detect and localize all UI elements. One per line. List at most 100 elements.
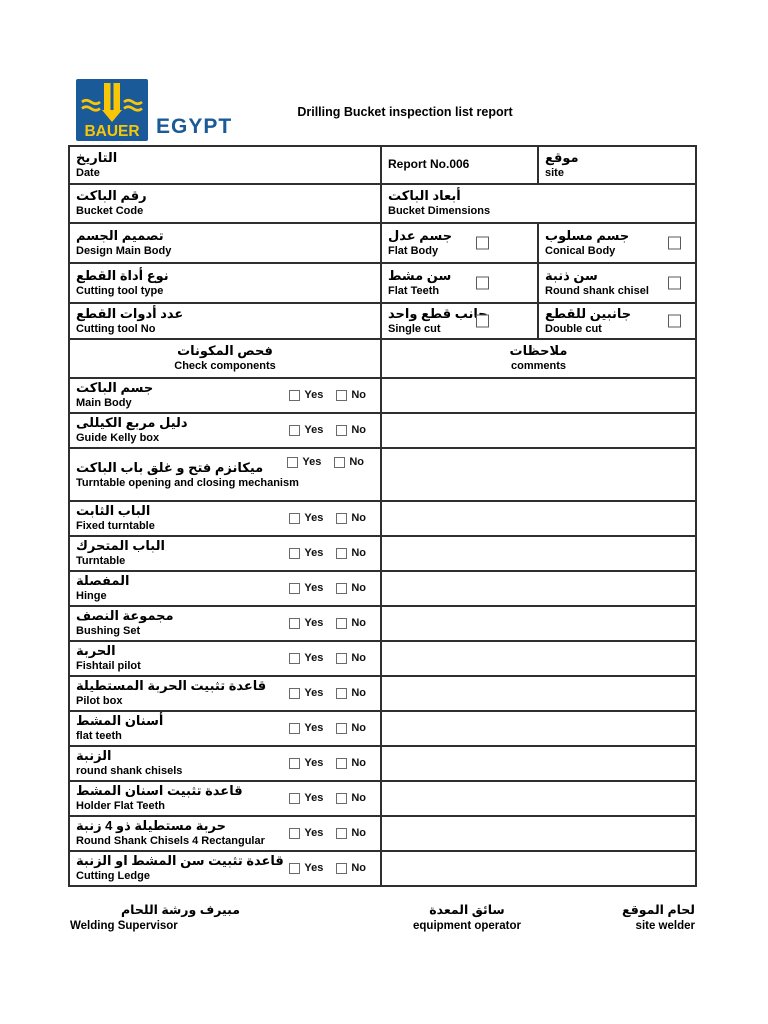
single-cut-cell: جانب قطع واحد Single cut bbox=[380, 302, 539, 340]
design-main-body-ar: تصميم الجسم bbox=[76, 227, 164, 243]
yes-checkbox[interactable] bbox=[289, 757, 301, 769]
comment-cell[interactable] bbox=[380, 850, 697, 887]
yes-checkbox[interactable] bbox=[289, 687, 301, 699]
no-checkbox[interactable] bbox=[336, 827, 348, 839]
no-label: No bbox=[351, 424, 366, 437]
equipment-operator-ar: سائق المعدة bbox=[429, 903, 505, 917]
yes-checkbox[interactable] bbox=[289, 652, 301, 664]
site-label-ar: موقع bbox=[545, 149, 579, 165]
comment-cell[interactable] bbox=[380, 447, 697, 502]
yes-checkbox[interactable] bbox=[289, 547, 301, 559]
comment-cell[interactable] bbox=[380, 675, 697, 712]
no-label: No bbox=[351, 862, 366, 875]
single-cut-ar: جانب قطع واحد bbox=[388, 305, 488, 321]
no-label: No bbox=[351, 547, 366, 560]
round-shank-chisel-option-cell: سن ذنبة Round shank chisel bbox=[537, 262, 697, 304]
bucket-dimensions-en: Bucket Dimensions bbox=[388, 205, 491, 218]
welding-supervisor-ar: مبيرف ورشة اللحام bbox=[121, 903, 240, 917]
check-components-header: فحص المكونات Check components bbox=[68, 338, 382, 379]
no-label: No bbox=[351, 827, 366, 840]
check-components-ar: فحص المكونات bbox=[177, 343, 273, 359]
yes-checkbox[interactable] bbox=[289, 582, 301, 594]
comment-cell[interactable] bbox=[380, 535, 697, 572]
yes-checkbox[interactable] bbox=[289, 512, 301, 524]
site-label-en: site bbox=[545, 166, 564, 179]
no-checkbox[interactable] bbox=[334, 456, 346, 468]
no-checkbox[interactable] bbox=[336, 687, 348, 699]
no-checkbox[interactable] bbox=[336, 389, 348, 401]
yes-checkbox[interactable] bbox=[289, 389, 301, 401]
no-checkbox[interactable] bbox=[336, 582, 348, 594]
yes-checkbox[interactable] bbox=[289, 827, 301, 839]
round-shank-chisel-checkbox[interactable] bbox=[668, 276, 681, 290]
comments-header-ar: ملاحظات bbox=[509, 343, 568, 359]
conical-body-checkbox[interactable] bbox=[668, 236, 681, 250]
comment-cell[interactable] bbox=[380, 500, 697, 537]
flat-teeth-checkbox[interactable] bbox=[476, 276, 489, 290]
component-cell: المفصلة Hinge Yes No bbox=[68, 570, 382, 607]
comment-cell[interactable] bbox=[380, 570, 697, 607]
comment-cell[interactable] bbox=[380, 710, 697, 747]
double-cut-cell: جانبين للقطع Double cut bbox=[537, 302, 697, 340]
date-label-en: Date bbox=[76, 166, 100, 179]
comment-cell[interactable] bbox=[380, 377, 697, 414]
comment-cell[interactable] bbox=[380, 640, 697, 677]
no-checkbox[interactable] bbox=[336, 792, 348, 804]
yes-checkbox[interactable] bbox=[289, 617, 301, 629]
page-title: Drilling Bucket inspection list report bbox=[297, 105, 513, 119]
yes-checkbox[interactable] bbox=[287, 456, 299, 468]
yes-label: Yes bbox=[304, 582, 324, 595]
component-cell: الباب الثابت Fixed turntable Yes No bbox=[68, 500, 382, 537]
component-label-ar: مجموعة النصف bbox=[76, 608, 174, 624]
component-label-ar: الباب المتحرك bbox=[76, 538, 165, 554]
site-welder-ar: لحام الموقع bbox=[622, 903, 695, 917]
egypt-wordmark: EGYPT bbox=[156, 115, 233, 138]
no-checkbox[interactable] bbox=[336, 862, 348, 874]
no-checkbox[interactable] bbox=[336, 547, 348, 559]
welding-supervisor-signature: مبيرف ورشة اللحام Welding Supervisor bbox=[70, 903, 240, 934]
component-label-en: Pilot box bbox=[76, 695, 123, 708]
comment-cell[interactable] bbox=[380, 605, 697, 642]
no-label: No bbox=[351, 582, 366, 595]
comment-cell[interactable] bbox=[380, 815, 697, 852]
comment-cell[interactable] bbox=[380, 412, 697, 449]
no-checkbox[interactable] bbox=[336, 617, 348, 629]
double-cut-checkbox[interactable] bbox=[668, 314, 681, 328]
flat-body-checkbox[interactable] bbox=[476, 236, 489, 250]
yes-checkbox[interactable] bbox=[289, 424, 301, 436]
yes-checkbox[interactable] bbox=[289, 792, 301, 804]
component-row: الزنبة round shank chisels Yes No bbox=[68, 745, 697, 782]
no-checkbox[interactable] bbox=[336, 424, 348, 436]
site-cell: موقع site bbox=[537, 145, 697, 185]
yes-label: Yes bbox=[304, 424, 324, 437]
component-label-en: Fishtail pilot bbox=[76, 660, 141, 673]
no-checkbox[interactable] bbox=[336, 652, 348, 664]
no-checkbox[interactable] bbox=[336, 722, 348, 734]
component-label-ar: حربة مستطيلة ذو 4 زنبة bbox=[76, 818, 226, 834]
component-cell: الحربة Fishtail pilot Yes No bbox=[68, 640, 382, 677]
component-row: أسنان المشط flat teeth Yes No bbox=[68, 710, 697, 747]
conical-body-cell: جسم مسلوب Conical Body bbox=[537, 222, 697, 264]
comment-cell[interactable] bbox=[380, 745, 697, 782]
component-cell: جسم الباكت Main Body Yes No bbox=[68, 377, 382, 414]
component-cell: الباب المتحرك Turntable Yes No bbox=[68, 535, 382, 572]
report-no-value: Report No.006 bbox=[388, 157, 470, 172]
comment-cell[interactable] bbox=[380, 780, 697, 817]
component-cell: دليل مربع الكيللى Guide Kelly box Yes No bbox=[68, 412, 382, 449]
component-label-ar: الباب الثابت bbox=[76, 503, 151, 519]
component-row: حربة مستطيلة ذو 4 زنبة Round Shank Chise… bbox=[68, 815, 697, 852]
yes-checkbox[interactable] bbox=[289, 862, 301, 874]
table-row: التاريخ Date Report No.006 موقع site bbox=[68, 145, 697, 185]
flat-teeth-option-cell: سن مشط Flat Teeth bbox=[380, 262, 539, 304]
conical-body-ar: جسم مسلوب bbox=[545, 227, 630, 243]
no-label: No bbox=[349, 456, 364, 468]
table-row: عدد أدوات القطع Cutting tool No جانب قطع… bbox=[68, 302, 697, 340]
no-checkbox[interactable] bbox=[336, 757, 348, 769]
single-cut-checkbox[interactable] bbox=[476, 314, 489, 328]
equipment-operator-signature: سائق المعدة equipment operator bbox=[413, 903, 521, 934]
no-checkbox[interactable] bbox=[336, 512, 348, 524]
component-label-ar: قاعدة تثبيت اسنان المشط bbox=[76, 783, 243, 799]
bucket-code-en: Bucket Code bbox=[76, 205, 144, 218]
yes-checkbox[interactable] bbox=[289, 722, 301, 734]
cutting-tool-type-cell: نوع أداة القطع Cutting tool type bbox=[68, 262, 382, 304]
